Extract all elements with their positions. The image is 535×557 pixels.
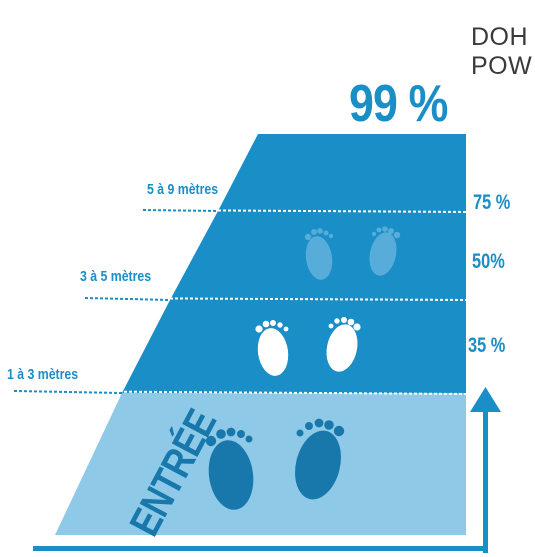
bottom-baseline: [33, 546, 485, 551]
separator-far: [142, 209, 471, 213]
separator-near-tail: [13, 390, 123, 394]
zone-near: [122, 300, 466, 393]
header-text: DOH POW: [471, 23, 535, 81]
separator-mid-tail: [84, 297, 171, 301]
distance-label-near: 1 à 3 mètres: [7, 366, 79, 383]
headline-percentage: 99 %: [349, 75, 448, 133]
zone-percentage-bottom: 35 %: [468, 334, 506, 357]
zone-far: [218, 134, 466, 211]
header-line-1: DOH: [471, 23, 529, 51]
footprints-icon: [255, 317, 361, 376]
zone-entrance: [55, 393, 466, 535]
separator-far-tail: [142, 209, 219, 212]
footprints-icon: [205, 418, 345, 510]
footprints-icon: [304, 226, 401, 280]
zone-percentage-middle: 50%: [472, 250, 505, 273]
arrow-up-icon: [470, 387, 501, 553]
distance-label-far: 5 à 9 mètres: [147, 181, 219, 198]
distance-label-mid: 3 à 5 mètres: [80, 268, 152, 285]
separator-mid: [84, 297, 471, 301]
zone-percentage-top: 75 %: [473, 191, 511, 214]
header-line-2: POW: [471, 52, 533, 80]
